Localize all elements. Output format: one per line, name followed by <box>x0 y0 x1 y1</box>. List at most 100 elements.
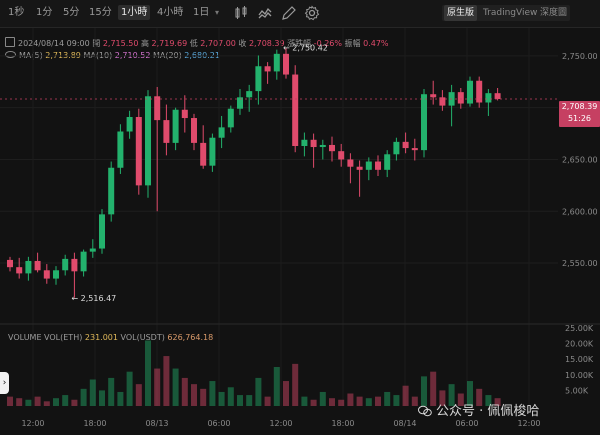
timeframe-1m[interactable]: 1分 <box>36 7 53 18</box>
low-annotation: ← 2,516.47 <box>71 294 116 303</box>
ohlc-date: 2024/08/14 09:00 <box>18 39 90 48</box>
candle-body <box>421 94 427 151</box>
volume-bar <box>154 368 161 406</box>
candle-body <box>292 74 299 146</box>
volume-bar <box>273 367 280 406</box>
timeframe-1d[interactable]: 1日 <box>193 7 210 18</box>
candle-body <box>494 93 501 99</box>
volume-bar <box>16 398 23 406</box>
volume-bar <box>89 379 96 406</box>
volume-bar <box>448 384 455 406</box>
view-tradingview[interactable]: TradingView <box>483 8 538 18</box>
volume-bar <box>319 391 326 406</box>
candle-countdown: 51:26 <box>567 114 592 123</box>
candle-body <box>135 117 142 186</box>
volume-bar <box>301 396 308 406</box>
volume-label: VOLUME <box>8 333 42 342</box>
candle-body <box>154 96 161 121</box>
volume-bar <box>209 381 216 406</box>
change-value: -0.26% <box>313 39 342 48</box>
volume-bar <box>264 396 271 406</box>
candle-body <box>34 260 41 271</box>
candle-body <box>356 166 363 170</box>
volume-bar <box>237 395 243 406</box>
wechat-icon <box>418 402 432 417</box>
volume-bar <box>34 396 41 406</box>
candle-body <box>237 97 243 109</box>
timeframe-5m[interactable]: 5分 <box>63 7 80 18</box>
volume-bar <box>80 388 87 406</box>
close-value: 2,708.39 <box>248 39 285 48</box>
candle-body <box>89 248 96 252</box>
volume-bar <box>43 401 50 406</box>
timeframe-15m[interactable]: 15分 <box>89 7 112 18</box>
time-tick-label: 08/13 <box>145 419 168 428</box>
candle-body <box>181 109 188 119</box>
volume-bar <box>375 396 381 406</box>
candle-body <box>227 108 234 128</box>
time-tick-label: 18:00 <box>83 419 106 428</box>
volume-bar <box>71 399 78 406</box>
price-tick-label: 2,550.00 <box>562 259 598 268</box>
candle-type-icon[interactable] <box>233 5 249 21</box>
volume-bar <box>476 388 483 406</box>
volume-bar <box>347 393 354 406</box>
candle-body <box>163 120 170 143</box>
candle-body <box>172 109 179 143</box>
volume-bar <box>181 377 188 406</box>
volume-bar <box>411 396 418 406</box>
settings-gear-icon[interactable] <box>304 5 320 21</box>
watermark: 公众号 · 佩佩梭哈 <box>436 404 540 419</box>
view-native[interactable]: 原生版 <box>444 5 478 21</box>
candle-body <box>402 141 409 149</box>
volume-row: VOLUME VOL(ETH) 231.001 VOL(USDT) 626,76… <box>8 333 213 342</box>
candlestick-chart[interactable]: 2,750.002,700.002,650.002,600.002,550.00… <box>0 28 600 435</box>
timeframe-1s[interactable]: 1秒 <box>8 7 25 18</box>
candle-body <box>347 159 354 167</box>
volume-axis: 25.00K 20.00K 15.00K 10.00K 5.00K <box>565 324 594 395</box>
volume-bar <box>163 356 170 406</box>
candle-body <box>476 80 483 103</box>
draw-tool-icon[interactable] <box>281 5 297 21</box>
candle-body <box>62 258 69 271</box>
timeframe-1h[interactable]: 1小時 <box>118 5 151 20</box>
candle-body <box>53 270 59 279</box>
price-tick-label: 2,650.00 <box>562 155 598 164</box>
high-value: 2,719.69 <box>151 39 188 48</box>
candle-body <box>25 260 32 274</box>
expand-panel-button[interactable]: › <box>0 372 9 394</box>
volume-bar <box>172 368 179 406</box>
indicator-icon[interactable] <box>257 5 273 21</box>
timeframe-4h[interactable]: 4小時 <box>157 7 184 18</box>
volume-bar <box>467 381 473 406</box>
volume-tick-label: 10.00K <box>565 371 594 380</box>
view-depth[interactable]: 深度圖 <box>540 8 568 18</box>
ma-visibility-eye-icon[interactable] <box>5 51 16 58</box>
volume-bar <box>457 393 464 406</box>
timeframe-dropdown-icon[interactable]: ▾ <box>215 8 220 17</box>
volume-bar <box>108 377 115 406</box>
volume-tick-label: 25.00K <box>565 324 594 333</box>
price-axis: 2,750.002,700.002,650.002,600.002,550.00 <box>562 52 598 268</box>
volume-bar <box>439 390 446 406</box>
view-switcher: 原生版 TradingView 深度圖 <box>442 5 570 21</box>
candle-body <box>365 161 372 170</box>
candle-body <box>273 53 280 72</box>
candle-body <box>319 144 326 148</box>
candle-body <box>191 118 197 143</box>
open-value: 2,715.50 <box>102 39 139 48</box>
volume-bar <box>485 395 492 406</box>
candle-body <box>467 80 473 104</box>
high-annotation: ← 2,750.42 <box>283 44 328 53</box>
amplitude-value: 0.47% <box>363 39 389 48</box>
volume-bar <box>53 398 59 406</box>
volume-bar <box>246 395 253 406</box>
current-price: 2,708.39 <box>561 102 598 111</box>
volume-bar <box>135 384 142 406</box>
candle-body <box>283 53 289 75</box>
toolbar: 1秒 1分 5分 15分 1小時 4小時 1日 ▾ 原生版 TradingVie… <box>0 0 600 28</box>
time-tick-label: 08/14 <box>393 419 416 428</box>
vol-usdt-value: 626,764.18 <box>167 333 214 342</box>
open-label: 開 <box>92 39 101 48</box>
price-tick-label: 2,600.00 <box>562 207 598 216</box>
